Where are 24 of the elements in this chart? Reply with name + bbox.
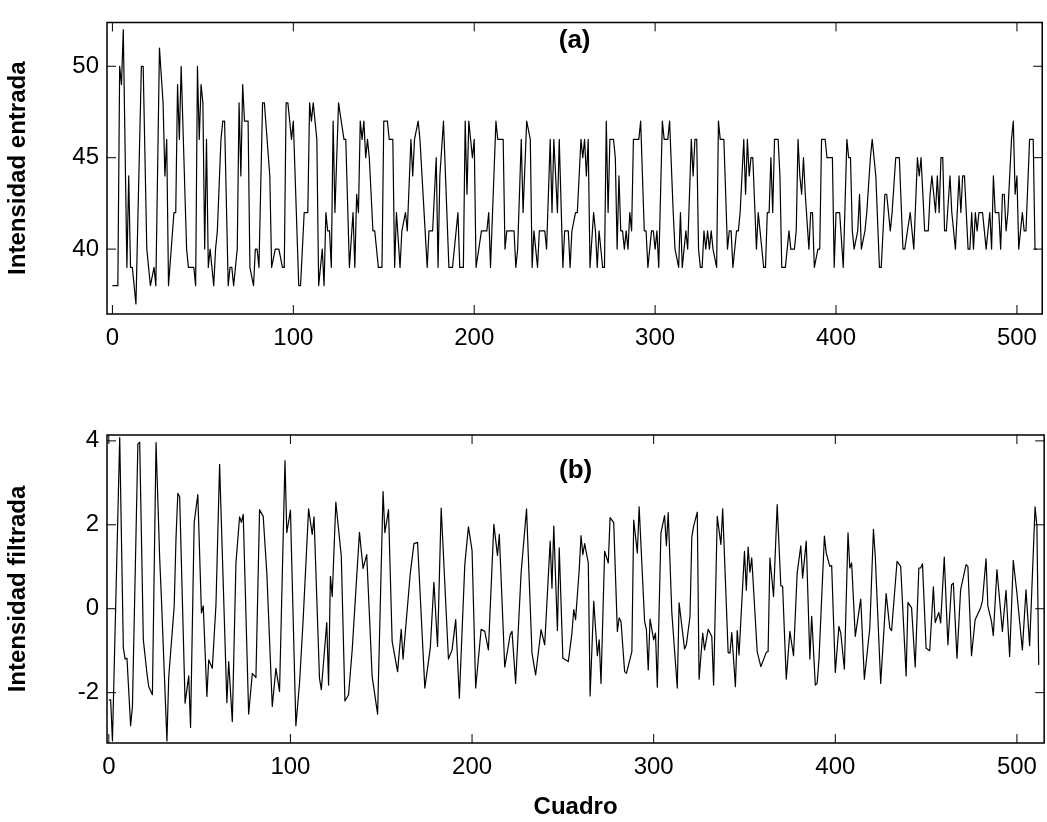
text: (b) bbox=[558, 454, 593, 485]
x-tick-label: 0 bbox=[102, 752, 116, 780]
x-tick-label: 400 bbox=[816, 323, 857, 351]
x-tick-label: 100 bbox=[273, 323, 314, 351]
y-tick-label: 2 bbox=[85, 509, 99, 537]
y-tick-label: 50 bbox=[72, 50, 99, 78]
x-tick-label: 200 bbox=[452, 752, 493, 780]
y-axis-title: Intensidad filtrada bbox=[3, 485, 31, 693]
y-tick-label: 0 bbox=[85, 593, 99, 621]
x-tick-label: 200 bbox=[454, 323, 495, 351]
y-tick-label: 45 bbox=[72, 142, 99, 170]
x-tick-label: 500 bbox=[996, 752, 1037, 780]
x-tick-label: 100 bbox=[270, 752, 311, 780]
x-tick-label: 400 bbox=[815, 752, 856, 780]
chart-title: (a) bbox=[558, 23, 591, 54]
x-tick-label: 300 bbox=[633, 752, 674, 780]
x-tick-label: 300 bbox=[635, 323, 676, 351]
y-tick-label: -2 bbox=[77, 677, 99, 705]
y-tick-label: 40 bbox=[72, 233, 99, 261]
y-tick-label: 4 bbox=[85, 425, 99, 453]
x-axis-title: Cuadro bbox=[533, 792, 618, 820]
x-tick-label: 0 bbox=[105, 323, 120, 351]
y-axis-title: Intensidad entrada bbox=[3, 60, 31, 275]
x-tick-label: 500 bbox=[996, 323, 1037, 351]
